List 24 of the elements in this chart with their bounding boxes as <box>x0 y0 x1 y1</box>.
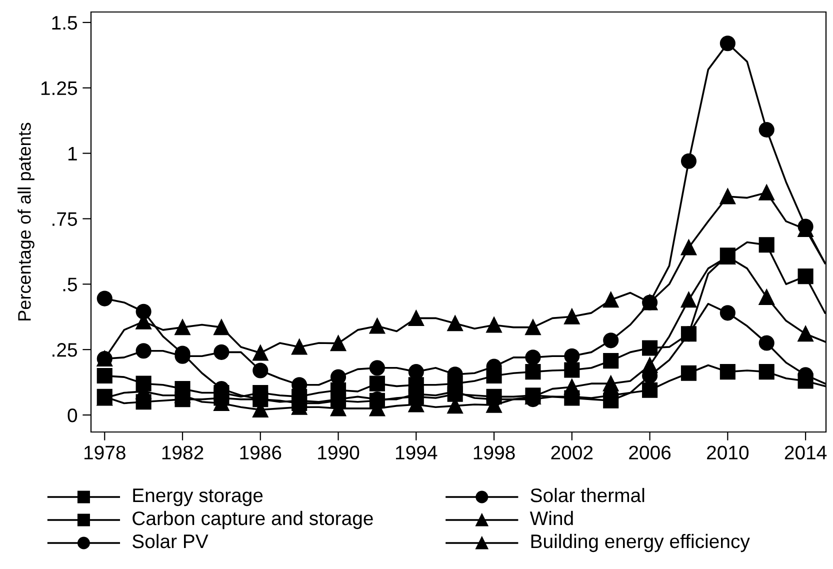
y-axis-title: Percentage of all patents <box>18 122 34 320</box>
legend-label: Energy storage <box>133 488 263 506</box>
legend-label: Solar PV <box>132 534 208 548</box>
x-tick-label: 1994 <box>396 446 438 460</box>
legend-label: Building energy efficiency <box>531 534 750 552</box>
legend-label: Solar thermal <box>530 488 644 502</box>
y-tick-label: 1.25 <box>41 81 77 96</box>
y-tick-label: .25 <box>52 343 77 357</box>
legend-label: Carbon capture and storage <box>132 510 373 530</box>
x-tick-label: 2006 <box>629 446 671 460</box>
x-tick-label: 1990 <box>318 446 360 460</box>
x-tick-label: 1978 <box>84 446 126 460</box>
x-tick-label: 1982 <box>162 446 204 460</box>
x-tick-label: 2014 <box>784 446 827 460</box>
x-tick-label: 2002 <box>551 446 593 460</box>
y-tick-label: 1.5 <box>52 16 77 30</box>
x-tick-label: 1998 <box>474 446 515 460</box>
legend-label: Wind <box>530 510 573 526</box>
x-tick-label: 1986 <box>240 446 282 460</box>
y-tick-label: 1 <box>68 146 77 160</box>
x-tick-label: 2010 <box>707 446 749 460</box>
y-tick-label: .5 <box>63 278 77 292</box>
y-tick-label: .75 <box>52 212 77 226</box>
y-tick-label: 0 <box>68 408 78 422</box>
